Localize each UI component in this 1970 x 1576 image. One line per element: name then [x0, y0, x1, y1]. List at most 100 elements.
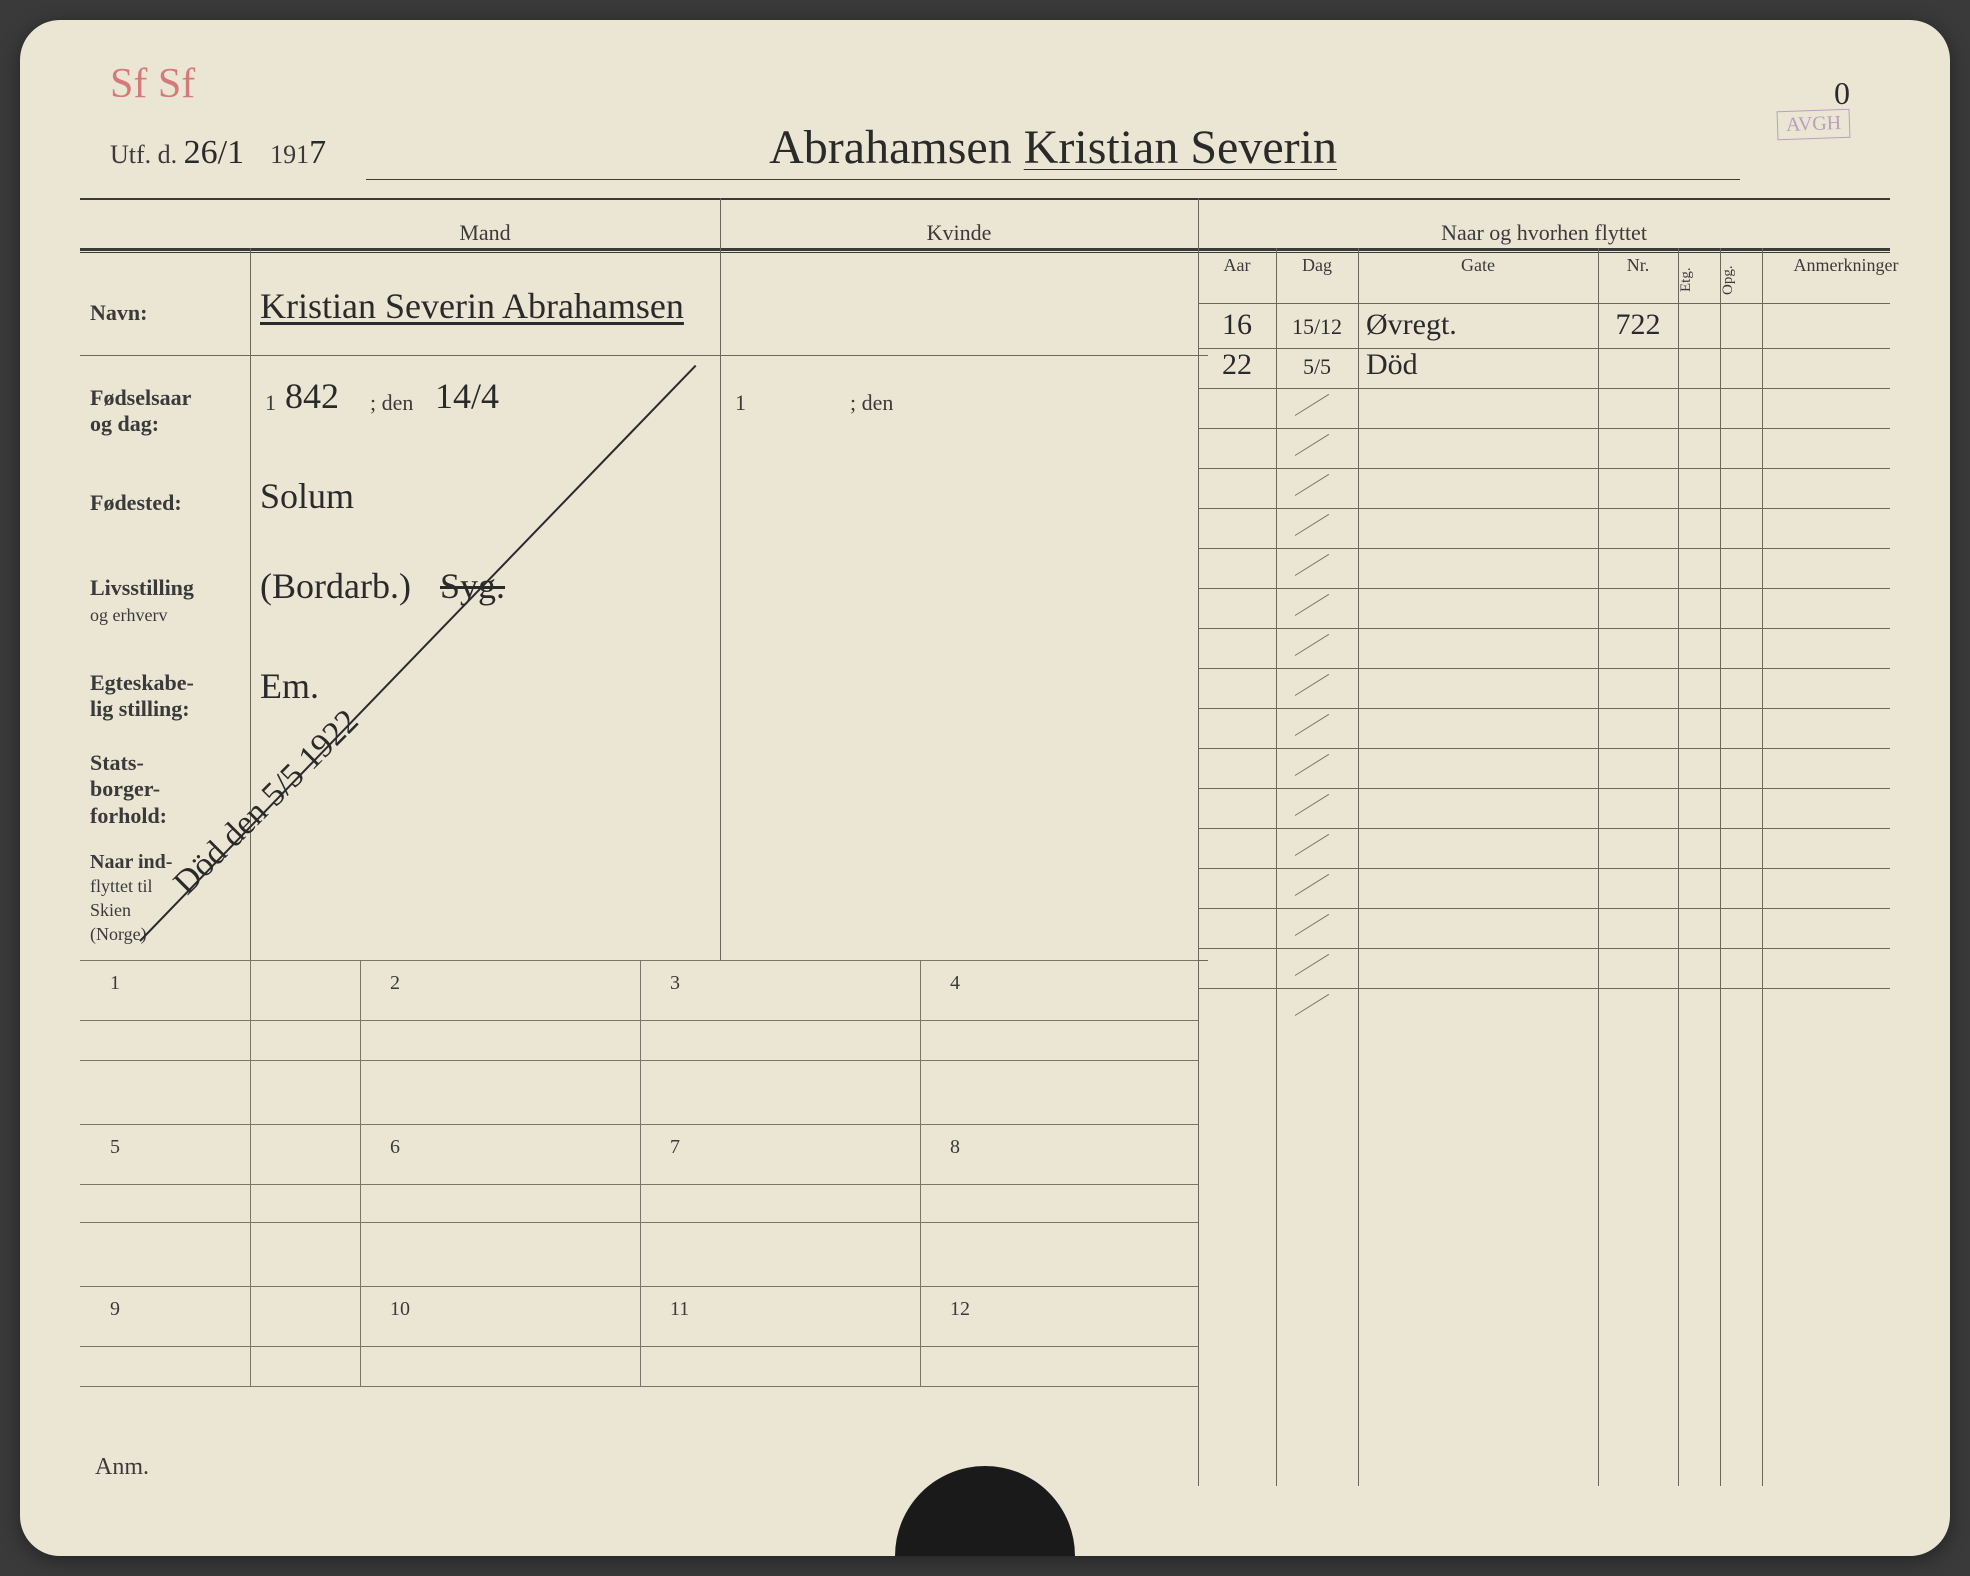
move-nr [1598, 348, 1678, 382]
moves-empty-tick [1290, 670, 1340, 700]
mand-egteskab: Em. [260, 665, 319, 707]
moves-row-line [1198, 828, 1890, 829]
moves-empty-tick [1290, 470, 1340, 500]
year-suffix: 7 [309, 134, 326, 171]
label-fodested: Fødested: [90, 490, 240, 516]
label-fodselsaar-2: og dag: [90, 411, 159, 436]
moves-row-line [1198, 748, 1890, 749]
month-11: 11 [670, 1298, 689, 1321]
moves-empty-tick [1290, 750, 1340, 780]
month-4: 4 [950, 972, 960, 995]
month-9: 9 [110, 1298, 120, 1321]
moves-row-line [1198, 348, 1890, 349]
moves-row-line [1198, 908, 1890, 909]
vline-moves-gate [1598, 248, 1599, 1486]
moves-row-line [1198, 508, 1890, 509]
moves-empty-tick [1290, 510, 1340, 540]
move-gate: Död [1358, 348, 1598, 382]
date-prefix: Utf. d. [110, 140, 177, 169]
label-ind-2: flyttet til [90, 876, 153, 896]
mand-den: ; den [370, 390, 413, 416]
vline-mand-kvinde [720, 198, 721, 960]
label-anm: Anm. [95, 1454, 149, 1481]
title-name: Abrahamsen Kristian Severin [366, 120, 1740, 180]
label-stats-2: borger- [90, 776, 160, 801]
vline-moves-nr [1678, 248, 1679, 1486]
moves-col-anm: Anmerkninger [1762, 255, 1930, 276]
label-statsborger: Stats- borger- forhold: [90, 750, 240, 829]
card-notch [895, 1466, 1075, 1556]
kvinde-year-prefix: 1 [735, 390, 746, 416]
month-7: 7 [670, 1136, 680, 1159]
mand-year-prefix: 1 [265, 390, 276, 416]
label-navn: Navn: [90, 300, 240, 326]
moves-row-line [1198, 948, 1890, 949]
label-livsstilling: Livsstilling og erhverv [90, 575, 240, 628]
title-surname: Abrahamsen [769, 121, 1012, 174]
move-nr: 722 [1598, 308, 1678, 342]
moves-empty-tick [1290, 790, 1340, 820]
moves-empty-tick [1290, 550, 1340, 580]
rule-top [80, 198, 1890, 200]
label-stats-1: Stats- [90, 750, 144, 775]
label-fodselsaar: Fødselsaar og dag: [90, 385, 240, 438]
rule-moves-subheader [1198, 303, 1890, 304]
label-egteskab-2: lig stilling: [90, 696, 190, 721]
move-aar: 22 [1198, 348, 1276, 382]
moves-empty-tick [1290, 390, 1340, 420]
move-aar: 16 [1198, 308, 1276, 342]
moves-row-line [1198, 868, 1890, 869]
vline-moves-dag [1358, 248, 1359, 1486]
move-dag: 15/12 [1276, 308, 1358, 342]
moves-empty-tick [1290, 590, 1340, 620]
month-5: 5 [110, 1136, 120, 1159]
header-mand: Mand [250, 210, 720, 256]
moves-col-aar: Aar [1198, 255, 1276, 276]
mand-birth-day: 14/4 [435, 375, 499, 417]
month-10: 10 [390, 1298, 410, 1321]
label-ind-4: (Norge) [90, 924, 147, 944]
label-fodselsaar-1: Fødselsaar [90, 385, 191, 410]
moves-col-opg: Opg. [1720, 260, 1762, 300]
moves-row-line [1198, 668, 1890, 669]
month-3: 3 [670, 972, 680, 995]
moves-empty-tick [1290, 430, 1340, 460]
vline-moves-left [1198, 198, 1199, 1486]
moves-row-line [1198, 548, 1890, 549]
moves-row-line [1198, 428, 1890, 429]
moves-empty-tick [1290, 830, 1340, 860]
registry-card: Sf Sf 0 AVGH Utf. d. 26/1 1917 Abrahamse… [20, 20, 1950, 1556]
label-ind-3: Skien [90, 900, 131, 920]
label-livsstilling-1: Livsstilling [90, 575, 194, 600]
moves-empty-tick [1290, 710, 1340, 740]
label-ind-1: Naar ind- [90, 851, 172, 873]
moves-row-line [1198, 788, 1890, 789]
header-kvinde: Kvinde [720, 210, 1198, 256]
kvinde-den: ; den [850, 390, 893, 416]
moves-row-line [1198, 388, 1890, 389]
label-livsstilling-2: og erhverv [90, 605, 167, 625]
label-egteskab-1: Egteskabe- [90, 670, 194, 695]
header-row: Utf. d. 26/1 1917 Abrahamsen Kristian Se… [110, 120, 1860, 180]
moves-empty-tick [1290, 950, 1340, 980]
mand-livsstilling: (Bordarb.) [260, 565, 411, 607]
moves-col-nr: Nr. [1598, 255, 1678, 276]
month-6: 6 [390, 1136, 400, 1159]
month-1: 1 [110, 972, 120, 995]
moves-row-line [1198, 628, 1890, 629]
moves-empty-tick [1290, 910, 1340, 940]
moves-row-line [1198, 708, 1890, 709]
move-gate: Øvregt. [1358, 308, 1598, 342]
moves-empty-tick [1290, 870, 1340, 900]
vline-moves-etg [1720, 248, 1721, 1486]
moves-row-line [1198, 588, 1890, 589]
vline-moves-opg [1762, 248, 1763, 1486]
year-prefix: 191 [270, 140, 309, 169]
month-12: 12 [950, 1298, 970, 1321]
date-day: 26/1 [184, 134, 244, 171]
mand-fodested: Solum [260, 475, 354, 517]
title-given: Kristian Severin [1024, 121, 1337, 174]
label-egteskab: Egteskabe- lig stilling: [90, 670, 240, 723]
moves-col-etg: Etg. [1678, 260, 1720, 300]
moves-empty-tick [1290, 990, 1340, 1020]
